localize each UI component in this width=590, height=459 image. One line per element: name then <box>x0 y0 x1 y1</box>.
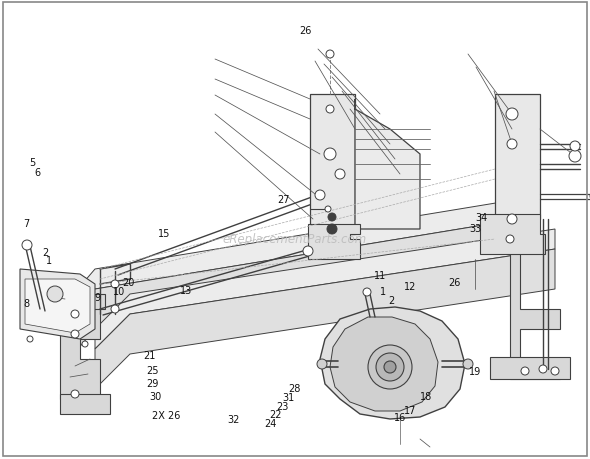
Circle shape <box>507 140 517 150</box>
Text: 2: 2 <box>42 248 49 258</box>
Text: 32: 32 <box>227 414 240 424</box>
Text: 19: 19 <box>468 366 481 376</box>
Text: 25: 25 <box>146 365 159 375</box>
Polygon shape <box>490 357 570 379</box>
Text: 2: 2 <box>388 296 395 306</box>
Polygon shape <box>355 100 420 230</box>
Text: 27: 27 <box>277 195 290 205</box>
Text: 30: 30 <box>149 391 162 401</box>
Text: 16: 16 <box>394 412 407 422</box>
Text: 26: 26 <box>299 26 312 36</box>
Text: 15: 15 <box>158 228 171 238</box>
Text: 1: 1 <box>46 255 52 265</box>
Circle shape <box>325 207 331 213</box>
Polygon shape <box>330 317 438 411</box>
Text: 10: 10 <box>113 286 126 296</box>
Circle shape <box>317 359 327 369</box>
Circle shape <box>463 359 473 369</box>
Polygon shape <box>308 224 360 259</box>
Circle shape <box>303 246 313 257</box>
Text: 33: 33 <box>469 223 481 233</box>
Polygon shape <box>310 95 355 235</box>
Text: 12: 12 <box>404 281 417 291</box>
Text: 31: 31 <box>283 392 295 403</box>
Text: 18: 18 <box>420 391 432 401</box>
Circle shape <box>376 353 404 381</box>
Text: 24: 24 <box>264 418 277 428</box>
Circle shape <box>327 224 337 235</box>
Text: 5: 5 <box>30 158 36 168</box>
Circle shape <box>328 213 336 222</box>
Text: 2X 26: 2X 26 <box>152 410 181 420</box>
Circle shape <box>326 51 334 59</box>
Text: 28: 28 <box>289 383 301 393</box>
Polygon shape <box>320 308 465 419</box>
Circle shape <box>82 341 88 347</box>
Text: 26: 26 <box>448 278 461 288</box>
Circle shape <box>569 151 581 162</box>
Polygon shape <box>65 219 520 364</box>
Circle shape <box>315 190 325 201</box>
Circle shape <box>111 305 119 313</box>
Circle shape <box>521 367 529 375</box>
Polygon shape <box>495 95 540 219</box>
Circle shape <box>384 361 396 373</box>
Circle shape <box>27 336 33 342</box>
Circle shape <box>506 109 518 121</box>
Text: 6: 6 <box>34 167 40 177</box>
Polygon shape <box>60 294 105 309</box>
Text: 17: 17 <box>404 405 416 415</box>
Circle shape <box>324 149 336 161</box>
Text: 34: 34 <box>475 213 487 223</box>
Text: 8: 8 <box>24 298 30 308</box>
Polygon shape <box>510 219 560 379</box>
Polygon shape <box>60 394 110 414</box>
Polygon shape <box>20 269 95 339</box>
Text: 11: 11 <box>374 271 386 281</box>
Text: 21: 21 <box>143 350 156 360</box>
Circle shape <box>47 286 63 302</box>
Polygon shape <box>60 299 100 399</box>
Text: 7: 7 <box>24 219 30 229</box>
Polygon shape <box>65 200 520 325</box>
Polygon shape <box>95 249 555 389</box>
Circle shape <box>551 367 559 375</box>
Circle shape <box>22 241 32 251</box>
Text: 22: 22 <box>270 409 282 420</box>
Text: eReplacementParts.com: eReplacementParts.com <box>223 232 367 245</box>
Circle shape <box>71 310 79 318</box>
Circle shape <box>326 106 334 114</box>
Circle shape <box>335 170 345 179</box>
Text: 29: 29 <box>146 378 159 388</box>
Circle shape <box>507 214 517 224</box>
Circle shape <box>111 280 119 288</box>
Text: 9: 9 <box>94 292 100 302</box>
Polygon shape <box>480 214 545 254</box>
Polygon shape <box>95 230 555 349</box>
Circle shape <box>363 288 371 297</box>
Text: 13: 13 <box>180 285 192 296</box>
Text: 20: 20 <box>122 277 135 287</box>
Circle shape <box>506 235 514 243</box>
Polygon shape <box>25 280 90 333</box>
Circle shape <box>539 365 547 373</box>
Circle shape <box>368 345 412 389</box>
Circle shape <box>71 330 79 338</box>
Circle shape <box>570 142 580 151</box>
Circle shape <box>71 390 79 398</box>
Text: 1: 1 <box>380 286 386 297</box>
Text: 23: 23 <box>277 401 289 411</box>
